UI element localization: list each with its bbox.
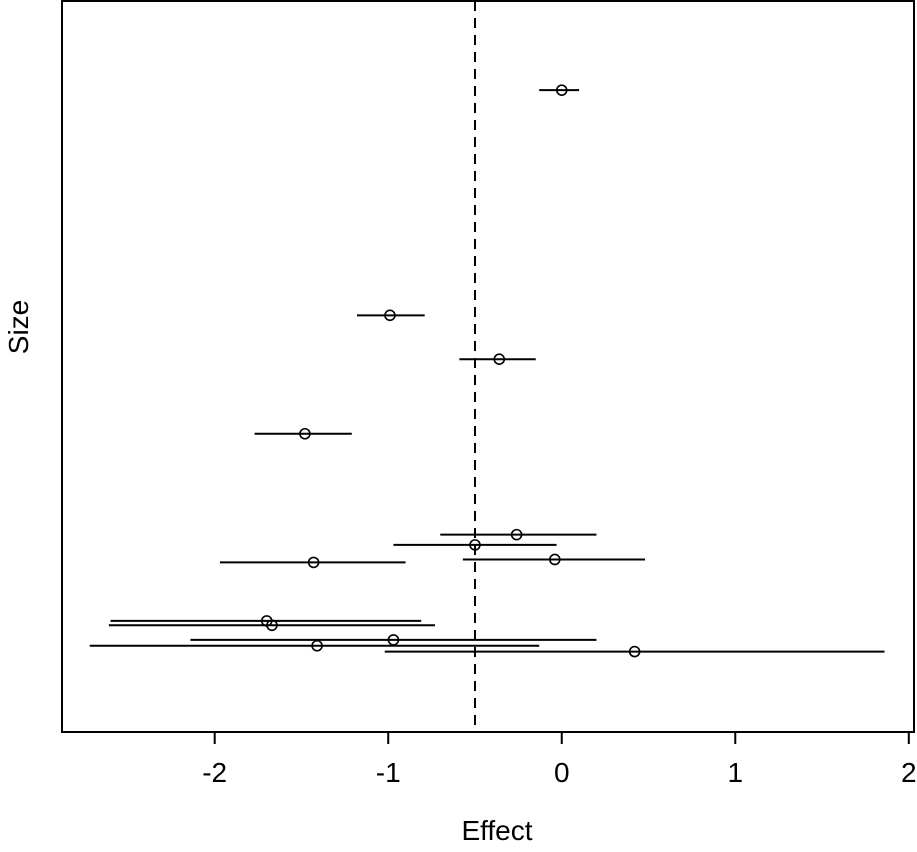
x-axis: -2 -1 0 1 2: [202, 731, 917, 788]
x-tick-label-3: 1: [727, 757, 743, 788]
x-tick-label-1: -1: [376, 757, 401, 788]
effect-point-11: [311, 639, 323, 652]
effect-point-5: [469, 539, 481, 551]
effect-point-0: [555, 84, 568, 96]
x-axis-label: Effect: [461, 815, 532, 846]
x-tick-label-2: 0: [554, 757, 570, 788]
effect-point-1: [384, 309, 396, 322]
effect-point-6: [549, 553, 561, 566]
effect-point-7: [307, 556, 320, 569]
x-tick-label-0: -2: [202, 757, 227, 788]
x-tick-label-4: 2: [901, 757, 917, 788]
effect-point-3: [299, 427, 311, 440]
effect-point-2: [493, 353, 506, 365]
effect-point-4: [510, 528, 523, 541]
plot-content: [89, 1, 885, 732]
plot-frame: [61, 0, 915, 733]
effect-point-12: [628, 645, 641, 658]
effect-point-9: [266, 619, 278, 632]
effect-point-10: [387, 634, 400, 646]
y-axis-label: Size: [3, 300, 34, 354]
